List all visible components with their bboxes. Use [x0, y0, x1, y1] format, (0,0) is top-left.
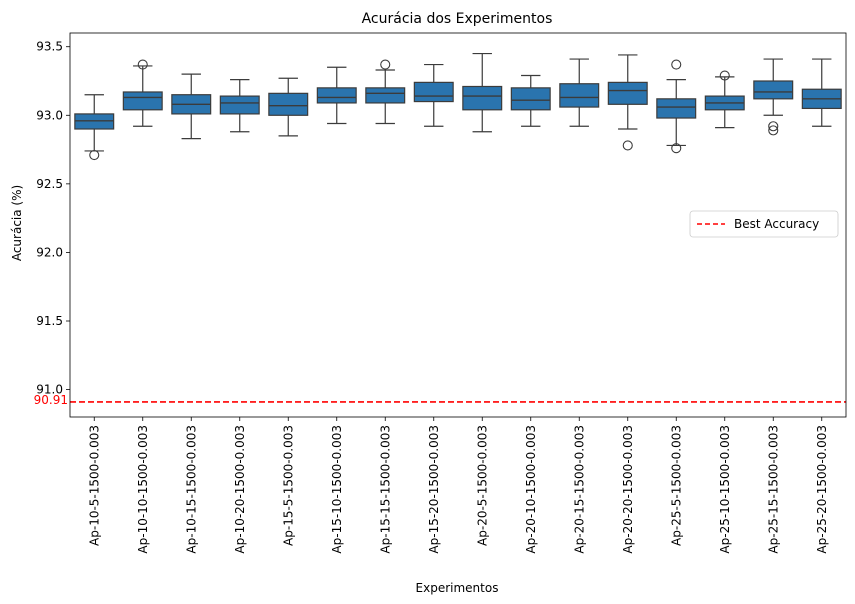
- box-Ap-10-10-1500-0.003: [122, 59, 163, 127]
- x-tick-label: Ap-20-20-1500-0.003: [621, 425, 635, 554]
- box-Ap-25-15-1500-0.003: [753, 58, 794, 136]
- box-Ap-15-10-1500-0.003: [316, 66, 357, 125]
- iqr-box: [462, 85, 503, 111]
- box-Ap-20-5-1500-0.003: [462, 52, 503, 133]
- box-Ap-15-15-1500-0.003: [365, 59, 406, 125]
- legend: Best Accuracy: [689, 210, 839, 238]
- legend-frame: [689, 210, 839, 238]
- x-tick-label: Ap-15-5-1500-0.003: [281, 425, 295, 546]
- box-Ap-10-20-1500-0.003: [219, 79, 260, 133]
- box-Ap-20-10-1500-0.003: [510, 74, 551, 127]
- x-tick-label: Ap-15-10-1500-0.003: [330, 425, 344, 554]
- y-tick-label: 93.5: [36, 40, 63, 54]
- x-tick-label: Ap-25-20-1500-0.003: [815, 425, 829, 554]
- box-Ap-25-5-1500-0.003: [656, 59, 697, 154]
- x-tick-label: Ap-25-5-1500-0.003: [669, 425, 683, 546]
- x-tick-label: Ap-10-20-1500-0.003: [233, 425, 247, 554]
- outlier-point: [768, 121, 779, 132]
- outlier-point: [671, 143, 682, 154]
- iqr-box: [219, 95, 260, 115]
- outlier-point: [137, 59, 148, 70]
- x-tick-label: Ap-25-10-1500-0.003: [718, 425, 732, 554]
- iqr-box: [753, 80, 794, 100]
- best-accuracy-value-label: 90.91: [34, 393, 68, 407]
- x-tick-label: Ap-15-15-1500-0.003: [378, 425, 392, 554]
- x-tick-label: Ap-10-10-1500-0.003: [136, 425, 150, 554]
- box-Ap-15-20-1500-0.003: [413, 63, 454, 127]
- x-tick-label: Ap-20-5-1500-0.003: [475, 425, 489, 546]
- iqr-box: [656, 98, 697, 119]
- x-axis-label: Experimentos: [416, 581, 499, 595]
- y-tick-label: 93.0: [36, 108, 63, 122]
- outlier-point: [89, 150, 100, 161]
- x-tick-label: Ap-10-15-1500-0.003: [184, 425, 198, 554]
- y-tick-label: 91.0: [36, 383, 63, 397]
- x-tick-label: Ap-15-20-1500-0.003: [427, 425, 441, 554]
- x-tick-label: Ap-10-5-1500-0.003: [87, 425, 101, 546]
- iqr-box: [607, 81, 648, 105]
- box-Ap-10-5-1500-0.003: [74, 94, 115, 161]
- iqr-box: [316, 87, 357, 104]
- plot-area: 91.0 91.5 92.0 92.5 93.0 93.5 90.91 Ap-10-5-150…: [34, 40, 846, 554]
- y-tick-label: 91.5: [36, 314, 63, 328]
- chart-title: Acurácia dos Experimentos: [362, 11, 553, 27]
- outlier-point: [719, 70, 730, 81]
- legend-label: Best Accuracy: [734, 217, 819, 231]
- y-tick-label: 92.5: [36, 177, 63, 191]
- iqr-box: [413, 81, 454, 103]
- box-Ap-20-20-1500-0.003: [607, 54, 648, 151]
- x-tick-label: Ap-20-15-1500-0.003: [572, 425, 586, 554]
- iqr-box: [268, 92, 309, 116]
- outlier-point: [380, 59, 391, 70]
- y-axis-label: Acurácia (%): [10, 185, 24, 261]
- x-tick-label: Ap-25-15-1500-0.003: [766, 425, 780, 554]
- y-tick-label: 92.0: [36, 245, 63, 259]
- box-Ap-20-15-1500-0.003: [559, 58, 600, 127]
- box-Ap-10-15-1500-0.003: [171, 73, 212, 140]
- box-Ap-15-5-1500-0.003: [268, 77, 309, 137]
- iqr-box: [122, 91, 163, 111]
- outlier-point: [768, 125, 779, 136]
- x-tick-label: Ap-20-10-1500-0.003: [524, 425, 538, 554]
- plot-frame: [69, 32, 847, 418]
- box-Ap-25-10-1500-0.003: [704, 70, 745, 129]
- iqr-box: [365, 87, 406, 104]
- iqr-box: [510, 87, 551, 111]
- box-Ap-25-20-1500-0.003: [801, 58, 842, 127]
- outlier-point: [671, 59, 682, 70]
- outlier-point: [622, 140, 633, 151]
- iqr-box: [559, 83, 600, 108]
